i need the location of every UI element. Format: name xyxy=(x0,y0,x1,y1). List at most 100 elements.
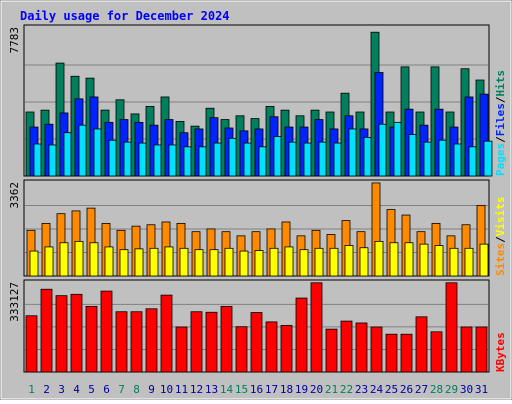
bar-kbytes-day-21 xyxy=(325,328,338,373)
bar-sites-day-21 xyxy=(329,247,339,277)
bar-kbytes-day-2 xyxy=(40,288,53,373)
bar-sites-day-8 xyxy=(134,248,144,277)
x-tick-label-24: 24 xyxy=(370,383,384,396)
bar-sites-day-30 xyxy=(464,247,474,277)
panel-kbytes: 333127 KBytes xyxy=(8,279,507,373)
bar-sites-day-22 xyxy=(344,245,354,277)
x-tick-label-11: 11 xyxy=(175,383,188,396)
x-tick-label-14: 14 xyxy=(220,383,234,396)
x-tick-label-2: 2 xyxy=(43,383,50,396)
bar-sites-day-9 xyxy=(149,247,159,277)
x-tick-label-5: 5 xyxy=(88,383,95,396)
chart-title: Daily usage for December 2024 xyxy=(20,9,230,23)
x-tick-label-1: 1 xyxy=(28,383,35,396)
bar-sites-day-6 xyxy=(104,246,114,277)
bar-kbytes-day-4 xyxy=(70,293,83,373)
x-tick-label-25: 25 xyxy=(385,383,398,396)
x-tick-label-8: 8 xyxy=(133,383,140,396)
x-tick-label-3: 3 xyxy=(58,383,65,396)
bar-kbytes-day-24 xyxy=(370,326,383,373)
bar-sites-day-7 xyxy=(119,249,129,277)
bar-kbytes-day-20 xyxy=(310,282,323,373)
bar-kbytes-day-23 xyxy=(355,322,368,373)
x-tick-label-17: 17 xyxy=(265,383,278,396)
bar-kbytes-day-6 xyxy=(100,290,113,373)
panel-visits-sites: 3362 Sites/Visits xyxy=(8,179,507,277)
bar-sites-day-1 xyxy=(29,250,39,277)
bar-pages-day-31 xyxy=(483,140,493,177)
bar-kbytes-day-28 xyxy=(430,331,443,373)
bar-sites-day-14 xyxy=(224,247,234,277)
bar-kbytes-day-14 xyxy=(220,305,233,373)
x-tick-label-16: 16 xyxy=(250,383,263,396)
legend-hits: Hits xyxy=(494,70,507,97)
bar-sites-day-15 xyxy=(239,250,249,277)
bar-kbytes-day-31 xyxy=(475,326,488,373)
x-tick-label-7: 7 xyxy=(118,383,125,396)
bar-kbytes-day-1 xyxy=(25,315,38,373)
x-tick-label-18: 18 xyxy=(280,383,293,396)
chart-panels: 7783Pages/Files/Hits3362Sites/Visits3331… xyxy=(8,24,507,373)
x-tick-label-31: 31 xyxy=(475,383,488,396)
bar-kbytes-day-26 xyxy=(400,333,413,373)
legend-sites: Sites xyxy=(494,243,507,276)
bar-kbytes-day-10 xyxy=(160,294,173,373)
bar-kbytes-day-30 xyxy=(460,326,473,373)
bar-kbytes-day-25 xyxy=(385,333,398,373)
bar-kbytes-day-12 xyxy=(190,311,203,373)
bar-sites-day-24 xyxy=(374,240,384,277)
legend-files: Files xyxy=(494,103,507,136)
bar-sites-day-3 xyxy=(59,242,69,277)
panel-legend: Sites/Visits xyxy=(494,197,507,277)
bar-kbytes-day-11 xyxy=(175,326,188,373)
bar-sites-day-29 xyxy=(449,247,459,277)
y-axis-max-label: 333127 xyxy=(8,282,21,322)
x-tick-label-21: 21 xyxy=(325,383,338,396)
x-tick-label-30: 30 xyxy=(460,383,473,396)
bar-sites-day-17 xyxy=(269,247,279,277)
bar-sites-day-13 xyxy=(209,249,219,277)
bar-kbytes-day-3 xyxy=(55,295,68,373)
bar-kbytes-day-27 xyxy=(415,316,428,373)
bar-sites-day-18 xyxy=(284,246,294,277)
bar-sites-day-4 xyxy=(74,240,84,277)
bar-sites-day-16 xyxy=(254,250,264,277)
bar-kbytes-day-15 xyxy=(235,326,248,373)
bar-kbytes-day-5 xyxy=(85,305,98,373)
bar-kbytes-day-29 xyxy=(445,282,458,373)
bar-kbytes-day-9 xyxy=(145,308,158,373)
bar-sites-day-26 xyxy=(404,242,414,277)
bar-sites-day-19 xyxy=(299,249,309,277)
bar-sites-day-20 xyxy=(314,247,324,277)
x-tick-label-27: 27 xyxy=(415,383,428,396)
x-tick-label-29: 29 xyxy=(445,383,458,396)
x-tick-label-4: 4 xyxy=(73,383,80,396)
x-tick-label-23: 23 xyxy=(355,383,368,396)
bar-sites-day-27 xyxy=(419,243,429,277)
legend-separator: / xyxy=(494,136,507,143)
bar-sites-day-12 xyxy=(194,249,204,277)
legend-kbytes: KBytes xyxy=(494,332,507,372)
x-tick-label-22: 22 xyxy=(340,383,353,396)
x-tick-label-28: 28 xyxy=(430,383,443,396)
y-axis-max-label: 3362 xyxy=(8,182,21,209)
legend-pages: Pages xyxy=(494,143,507,176)
panel-legend: KBytes xyxy=(494,332,507,372)
bar-sites-day-5 xyxy=(89,242,99,277)
x-tick-label-10: 10 xyxy=(160,383,173,396)
x-tick-label-12: 12 xyxy=(190,383,203,396)
bar-kbytes-day-8 xyxy=(130,311,143,373)
x-tick-label-15: 15 xyxy=(235,383,248,396)
bar-kbytes-day-13 xyxy=(205,311,218,373)
x-tick-label-6: 6 xyxy=(103,383,110,396)
x-axis-day-labels: 1 2 3 4 5 6 7 8 9 10 11 12 13 14 15 16 17 18 19 20 21 22 23 24 2… xyxy=(28,383,488,396)
bar-sites-day-2 xyxy=(44,246,54,277)
x-tick-label-13: 13 xyxy=(205,383,218,396)
bar-sites-day-25 xyxy=(389,242,399,277)
legend-visits: Visits xyxy=(494,197,507,237)
legend-separator: / xyxy=(494,96,507,103)
x-tick-label-19: 19 xyxy=(295,383,308,396)
